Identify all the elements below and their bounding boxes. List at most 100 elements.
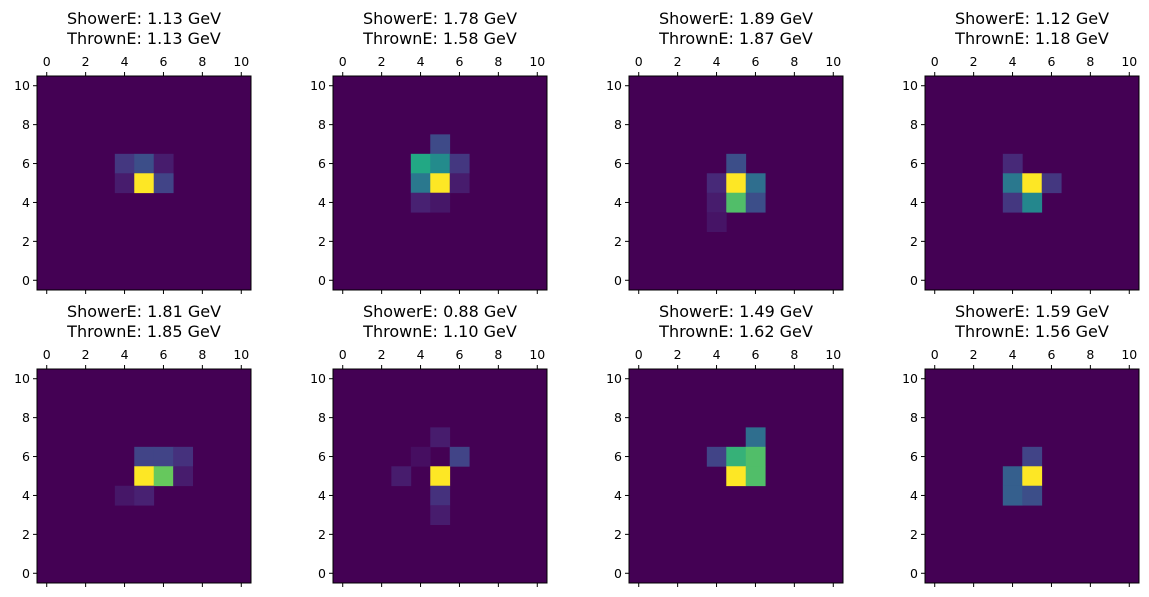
x-tick-label: 6 bbox=[455, 54, 463, 69]
y-tick-label: 4 bbox=[318, 195, 326, 210]
x-tick-label: 8 bbox=[790, 347, 798, 362]
x-tick-label: 4 bbox=[417, 347, 425, 362]
heatmap-cell bbox=[706, 212, 727, 233]
x-tick-label: 0 bbox=[43, 347, 51, 362]
x-tick-label: 6 bbox=[1047, 54, 1055, 69]
y-tick-label: 6 bbox=[318, 156, 326, 171]
x-tick-label: 10 bbox=[1121, 347, 1137, 362]
heatmap-cell bbox=[430, 134, 451, 155]
heatmap-panel-8: 0 2 4 6 8 10 0 2 4 6 8 10 ShowerE: 1.59 GeVThrownE: … bbox=[902, 302, 1140, 587]
heatmap-cell bbox=[1022, 192, 1043, 213]
x-tick-label: 4 bbox=[713, 54, 721, 69]
heatmap-cell bbox=[410, 173, 431, 194]
y-tick-label: 8 bbox=[910, 117, 918, 132]
panel-title-thrown: ThrownE: 1.85 GeV bbox=[66, 322, 221, 341]
x-tick-label: 10 bbox=[825, 347, 841, 362]
heatmap-cell bbox=[1022, 466, 1043, 487]
panel-title-thrown: ThrownE: 1.87 GeV bbox=[658, 29, 813, 48]
x-tick-label: 2 bbox=[82, 347, 90, 362]
x-tick-label: 10 bbox=[529, 54, 545, 69]
y-tick-label: 0 bbox=[910, 273, 918, 288]
panel-title-shower: ShowerE: 1.78 GeV bbox=[363, 9, 517, 28]
heatmap-cell bbox=[410, 192, 431, 213]
y-tick-label: 4 bbox=[614, 195, 622, 210]
heatmap-cell bbox=[1002, 153, 1023, 174]
x-tick-label: 0 bbox=[635, 54, 643, 69]
y-tick-label: 4 bbox=[910, 488, 918, 503]
panel-title-thrown: ThrownE: 1.10 GeV bbox=[362, 322, 517, 341]
heatmap-panel-2: 0 2 4 6 8 10 0 2 4 6 8 10 ShowerE: 1.78 GeVThrownE: … bbox=[310, 9, 548, 294]
heatmap-cell bbox=[726, 466, 747, 487]
y-tick-label: 0 bbox=[614, 566, 622, 581]
y-tick-label: 4 bbox=[910, 195, 918, 210]
panel-title-shower: ShowerE: 1.49 GeV bbox=[659, 302, 813, 321]
y-tick-label: 6 bbox=[614, 156, 622, 171]
panel-title-shower: ShowerE: 1.81 GeV bbox=[67, 302, 221, 321]
heatmap-cell bbox=[134, 446, 155, 467]
panel-title-thrown: ThrownE: 1.58 GeV bbox=[362, 29, 517, 48]
heatmap-cell bbox=[745, 427, 766, 448]
heatmap-cell bbox=[430, 427, 451, 448]
panel-title-shower: ShowerE: 1.89 GeV bbox=[659, 9, 813, 28]
x-tick-label: 8 bbox=[494, 54, 502, 69]
heatmap-cell bbox=[173, 466, 194, 487]
x-tick-label: 2 bbox=[674, 54, 682, 69]
x-tick-label: 4 bbox=[121, 54, 129, 69]
x-tick-label: 6 bbox=[455, 347, 463, 362]
heatmap-cell bbox=[745, 446, 766, 467]
heatmap-cell bbox=[134, 485, 155, 506]
heatmap-cell bbox=[1002, 466, 1023, 487]
heatmap-cell bbox=[430, 505, 451, 526]
heatmap-cell bbox=[153, 153, 174, 174]
x-tick-label: 10 bbox=[825, 54, 841, 69]
x-tick-label: 6 bbox=[1047, 347, 1055, 362]
heatmap-cell bbox=[430, 466, 451, 487]
heatmap-cell bbox=[726, 192, 747, 213]
y-tick-label: 6 bbox=[22, 156, 30, 171]
x-tick-label: 6 bbox=[159, 54, 167, 69]
y-tick-label: 0 bbox=[318, 566, 326, 581]
y-tick-label: 2 bbox=[318, 234, 326, 249]
x-tick-label: 6 bbox=[751, 347, 759, 362]
x-tick-label: 2 bbox=[82, 54, 90, 69]
heatmap-cell bbox=[430, 173, 451, 194]
axes-frame bbox=[924, 368, 1140, 584]
panel-title-thrown: ThrownE: 1.62 GeV bbox=[658, 322, 813, 341]
x-tick-label: 0 bbox=[43, 54, 51, 69]
x-tick-label: 8 bbox=[494, 347, 502, 362]
x-tick-label: 8 bbox=[790, 54, 798, 69]
x-tick-label: 2 bbox=[378, 54, 386, 69]
x-tick-label: 8 bbox=[1086, 347, 1094, 362]
y-tick-label: 2 bbox=[614, 527, 622, 542]
heatmap-panel-1: 0 2 4 6 8 10 0 2 4 6 8 10 ShowerE: 1.13 GeVThrownE: … bbox=[14, 9, 252, 294]
x-tick-label: 8 bbox=[198, 347, 206, 362]
panel-title-shower: ShowerE: 0.88 GeV bbox=[363, 302, 517, 321]
heatmap-cell bbox=[1041, 173, 1062, 194]
heatmap-panel-4: 0 2 4 6 8 10 0 2 4 6 8 10 ShowerE: 1.12 GeVThrownE: … bbox=[902, 9, 1140, 294]
y-tick-label: 2 bbox=[22, 527, 30, 542]
heatmap-panel-7: 0 2 4 6 8 10 0 2 4 6 8 10 ShowerE: 1.49 GeVThrownE: … bbox=[606, 302, 844, 587]
panel-title-thrown: ThrownE: 1.18 GeV bbox=[954, 29, 1109, 48]
y-tick-label: 2 bbox=[22, 234, 30, 249]
heatmap-cell bbox=[153, 446, 174, 467]
y-tick-label: 4 bbox=[318, 488, 326, 503]
x-tick-label: 0 bbox=[931, 347, 939, 362]
x-tick-label: 6 bbox=[751, 54, 759, 69]
x-tick-label: 10 bbox=[1121, 54, 1137, 69]
panel-title-thrown: ThrownE: 1.13 GeV bbox=[66, 29, 221, 48]
heatmap-cell bbox=[449, 153, 470, 174]
heatmap-cell bbox=[134, 153, 155, 174]
y-tick-label: 4 bbox=[614, 488, 622, 503]
heatmap-cell bbox=[430, 153, 451, 174]
heatmap-panel-3: 0 2 4 6 8 10 0 2 4 6 8 10 ShowerE: 1.89 GeVThrownE: … bbox=[606, 9, 844, 294]
heatmap-cell bbox=[449, 173, 470, 194]
axes-frame bbox=[628, 368, 844, 584]
y-tick-label: 0 bbox=[318, 273, 326, 288]
heatmap-cell bbox=[114, 173, 135, 194]
heatmap-cell bbox=[745, 466, 766, 487]
y-tick-label: 8 bbox=[614, 117, 622, 132]
heatmap-cell bbox=[410, 153, 431, 174]
heatmap-cell bbox=[430, 485, 451, 506]
y-tick-label: 2 bbox=[910, 234, 918, 249]
y-tick-label: 0 bbox=[22, 566, 30, 581]
